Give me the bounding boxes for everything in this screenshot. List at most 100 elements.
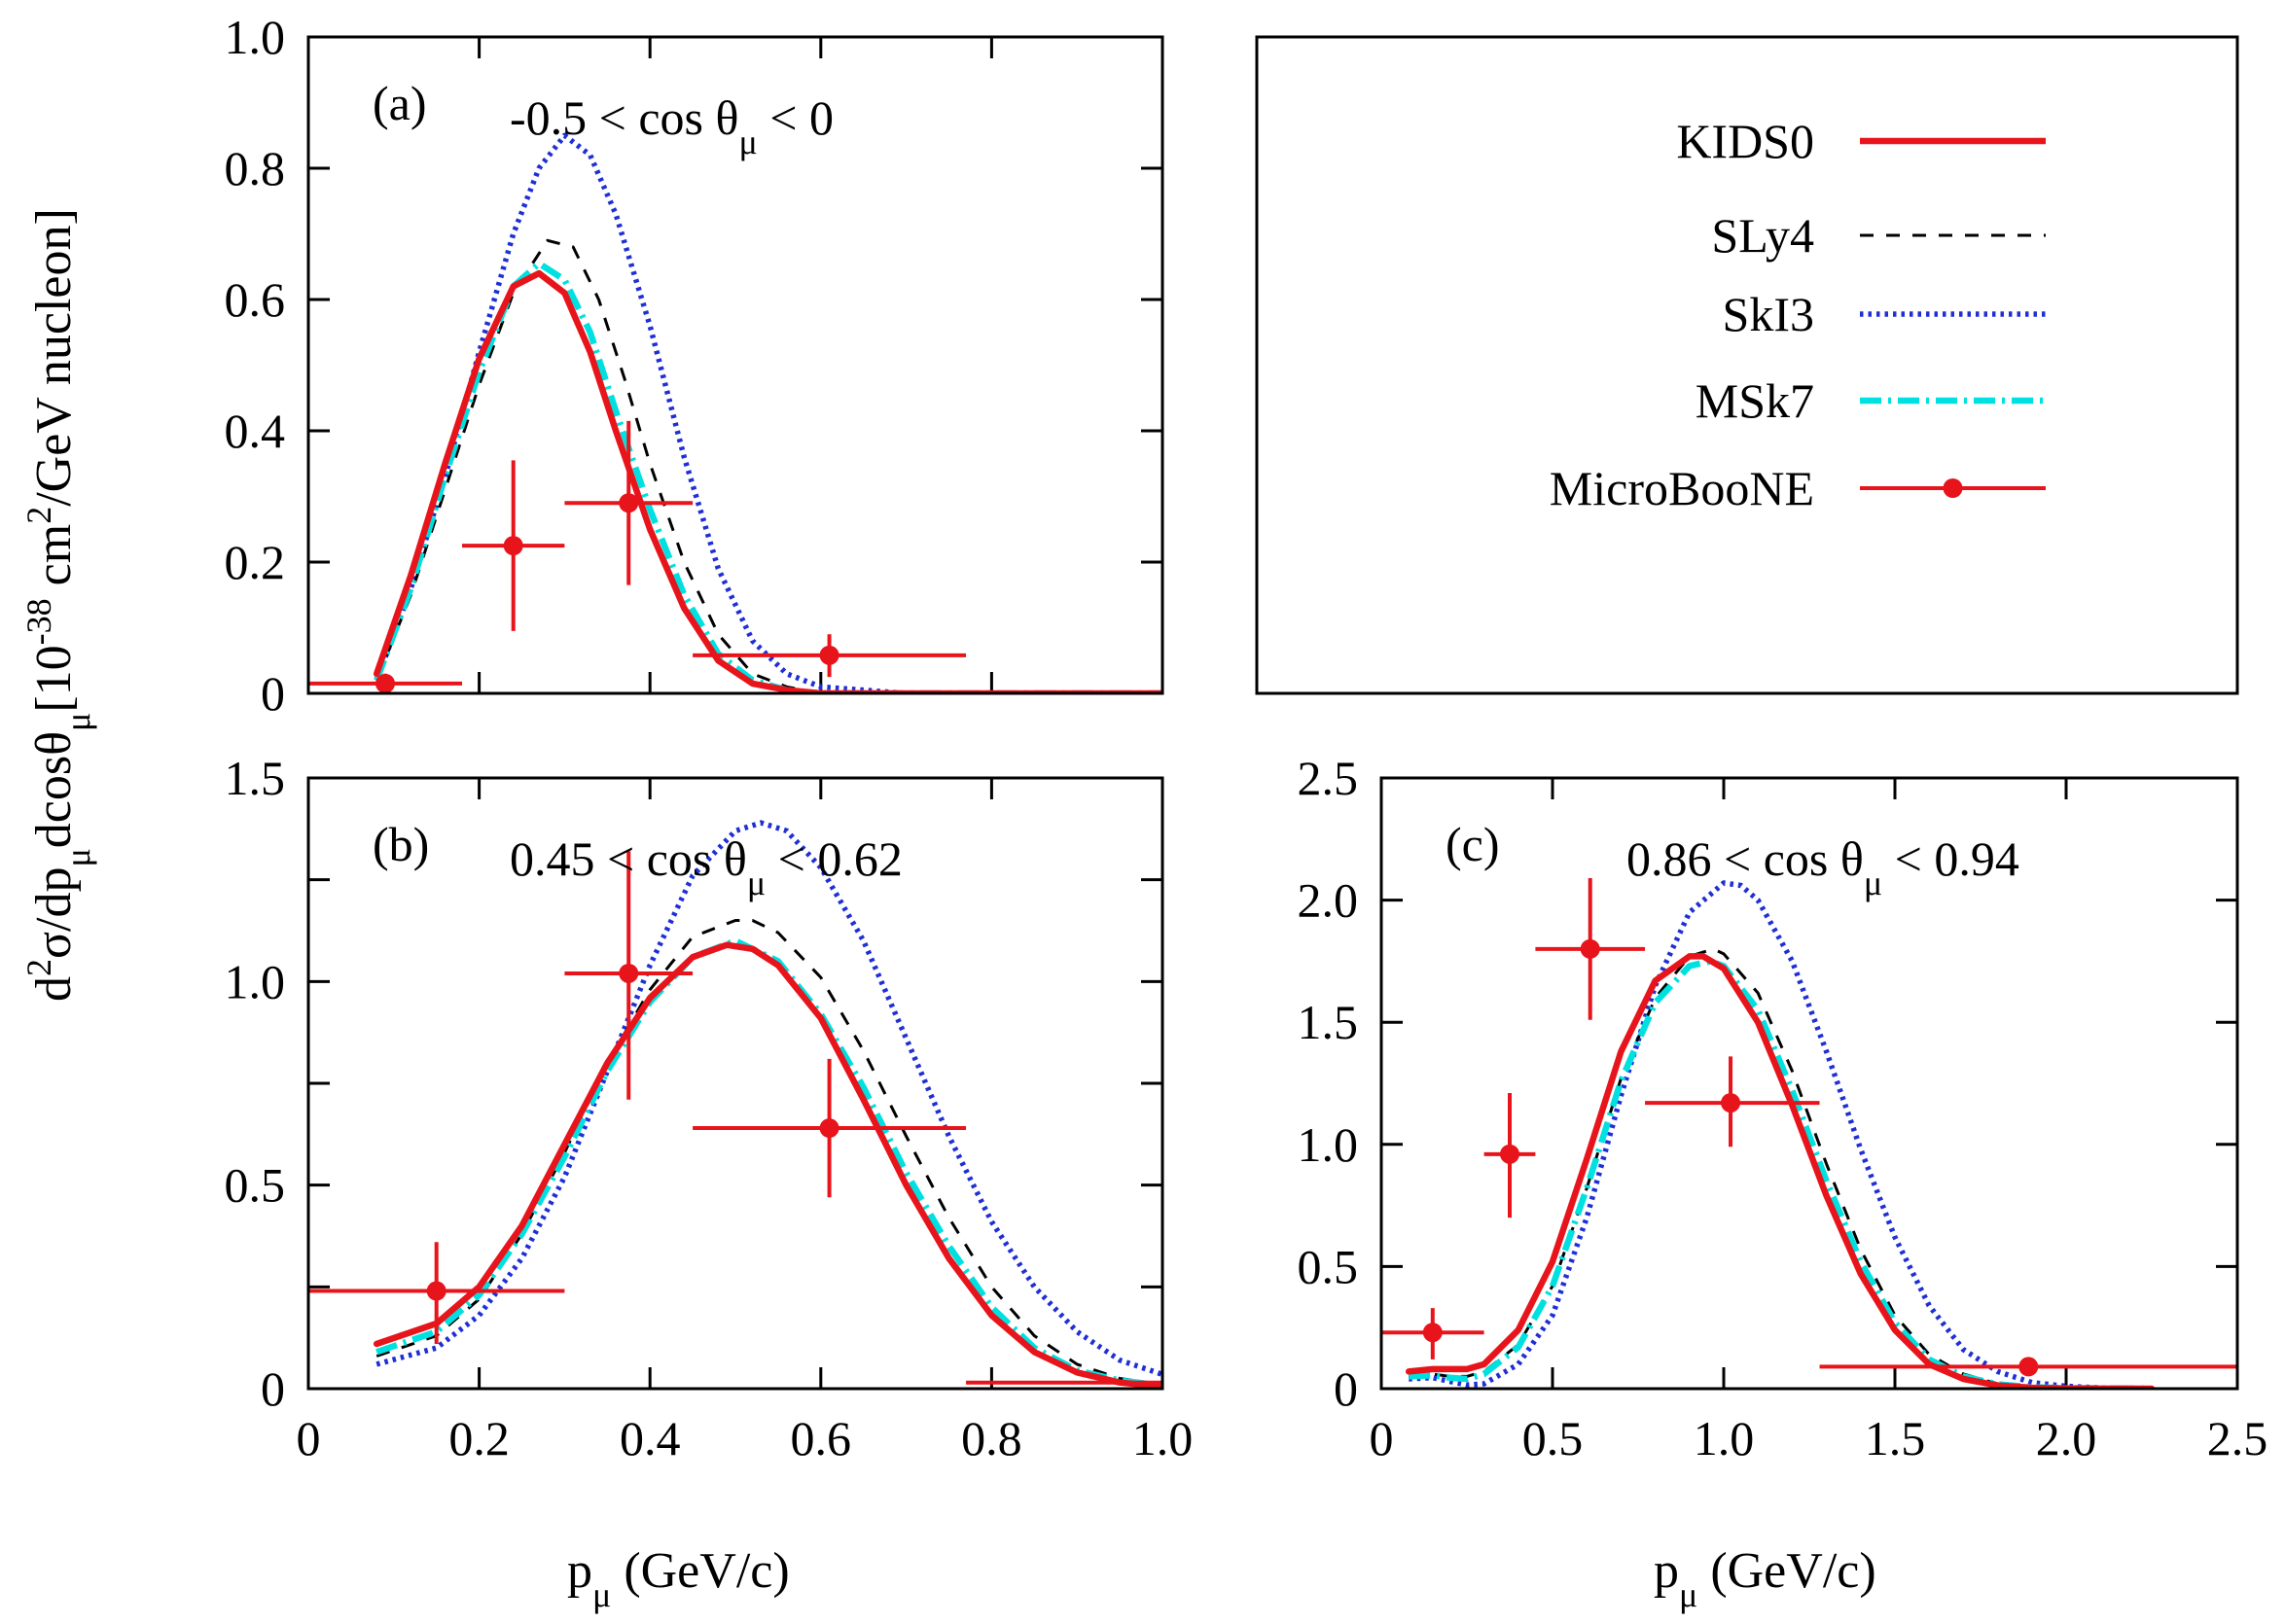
range-label-main-c: 0.86 < cos θ bbox=[1626, 831, 1864, 886]
legend-box bbox=[1255, 35, 2239, 695]
range-label-main-a: -0.5 < cos θ bbox=[510, 90, 738, 145]
data-point-c-1 bbox=[1500, 1144, 1519, 1164]
x-tick-label-c-3: 1.5 bbox=[1865, 1411, 1926, 1465]
panel-label-b: (b) bbox=[373, 817, 429, 871]
range-label-sub-a: μ bbox=[738, 123, 757, 161]
range-label-main-b: 0.45 < cos θ bbox=[510, 831, 747, 886]
panel-label-c: (c) bbox=[1446, 817, 1500, 871]
series-kids0-c bbox=[1405, 953, 2156, 1389]
xlabel-right-part-2: (GeV/c) bbox=[1697, 1543, 1875, 1599]
curves-a bbox=[373, 132, 1162, 693]
ylabel-part-1: 2 bbox=[19, 959, 58, 976]
ylabel-part-10: /GeV nucleon] bbox=[26, 208, 82, 507]
ylabel-part-4: dcosθ bbox=[26, 731, 82, 848]
ylabel-part-8: cm bbox=[26, 524, 82, 599]
data-point-c-3 bbox=[1721, 1093, 1741, 1113]
x-tick-label-c-1: 0.5 bbox=[1522, 1411, 1584, 1465]
panels: 00.20.40.60.81.0(a) -0.5 < cos θμ < 00 0.2… bbox=[225, 10, 2268, 1465]
range-label-end-b: < 0.62 bbox=[766, 831, 903, 886]
series-ski3-c bbox=[1409, 880, 2153, 1389]
series-sly4-a bbox=[375, 238, 1162, 693]
range-label-c: 0.86 < cos θμ < 0.94 bbox=[1626, 831, 2019, 902]
x-tick-label-c-0: 0 bbox=[1370, 1411, 1394, 1465]
xlabel-right-part-1: μ bbox=[1679, 1575, 1697, 1614]
y-tick-label-c-4: 2.0 bbox=[1298, 873, 1359, 928]
x-tick-label-b-5: 1.0 bbox=[1132, 1411, 1194, 1465]
data-point-b-0 bbox=[426, 1281, 446, 1301]
data-point-a-0 bbox=[375, 673, 396, 693]
xlabel-right-part-0: p bbox=[1654, 1543, 1679, 1599]
legend: KIDS0 SLy4 SkI3 MSk7 MicroBooNE bbox=[1255, 35, 2239, 695]
y-tick-label-a-0: 0 bbox=[261, 666, 285, 721]
data-point-c-2 bbox=[1580, 938, 1600, 959]
x-tick-label-b-4: 0.8 bbox=[961, 1411, 1022, 1465]
y-tick-label-c-2: 1.0 bbox=[1298, 1117, 1359, 1172]
series-sly4-b bbox=[375, 919, 1162, 1387]
data-point-a-1 bbox=[503, 536, 523, 556]
panel-c: 0 0.5 1.0 1.5 2.0 2.5 0 0.5 1.0 1.5 2.0 2.5 (c) 0.86 … bbox=[1298, 751, 2268, 1465]
range-label-end-a: < 0 bbox=[758, 90, 834, 145]
y-tick-label-a-1: 0.2 bbox=[225, 535, 286, 589]
x-tick-label-b-1: 0.2 bbox=[448, 1411, 510, 1465]
data-point-c-0 bbox=[1422, 1323, 1443, 1343]
legend-label-kids0: KIDS0 bbox=[1676, 114, 1814, 168]
y-tick-label-c-5: 2.5 bbox=[1298, 751, 1359, 805]
data-point-a-3 bbox=[819, 645, 839, 665]
series-ski3-a bbox=[374, 132, 1162, 693]
y-tick-label-c-0: 0 bbox=[1334, 1361, 1358, 1416]
ylabel-part-7: -38 bbox=[19, 598, 58, 645]
legend-marker-microboone bbox=[1943, 478, 1963, 498]
range-label-b: 0.45 < cos θμ < 0.62 bbox=[510, 831, 903, 902]
curves-b bbox=[373, 820, 1162, 1389]
curves-c bbox=[1405, 880, 2156, 1389]
x-axis-title-left: pμ (GeV/c) bbox=[567, 1543, 790, 1614]
range-label-sub-b: μ bbox=[747, 864, 766, 902]
y-tick-label-a-3: 0.6 bbox=[225, 272, 286, 327]
range-label-sub-c: μ bbox=[1864, 864, 1882, 902]
legend-label-sly4: SLy4 bbox=[1711, 208, 1814, 263]
x-tick-label-c-4: 2.0 bbox=[2036, 1411, 2097, 1465]
data-point-c-4 bbox=[2018, 1357, 2039, 1377]
y-tick-label-c-1: 0.5 bbox=[1298, 1239, 1359, 1293]
series-kids0-a bbox=[373, 269, 1162, 693]
y-tick-label-b-3: 1.5 bbox=[225, 751, 286, 805]
y-tick-label-a-2: 0.4 bbox=[225, 404, 286, 458]
y-tick-label-b-2: 1.0 bbox=[225, 954, 286, 1008]
y-tick-label-b-1: 0.5 bbox=[225, 1158, 286, 1213]
ylabel-part-2: σ/dp bbox=[26, 867, 82, 959]
x-tick-label-b-2: 0.4 bbox=[620, 1411, 681, 1465]
legend-label-ski3: SkI3 bbox=[1723, 287, 1814, 341]
microboone-data-a bbox=[308, 420, 967, 693]
plot-frame-c bbox=[1379, 776, 2239, 1391]
x-tick-label-c-5: 2.5 bbox=[2207, 1411, 2268, 1465]
xlabel-left-part-2: (GeV/c) bbox=[611, 1543, 789, 1599]
xlabel-left-part-0: p bbox=[567, 1543, 592, 1599]
panel-a: 0 0.2 0.4 0.6 0.8 1.0 (a) -0.5 < cos θμ < 0 bbox=[225, 10, 1164, 721]
panel-b: 0 0.2 0.4 0.6 0.8 1.0 0 0.5 1.0 1.5 (b) 0.45 < cos … bbox=[225, 751, 1194, 1465]
y-tick-label-b-0: 0 bbox=[261, 1361, 285, 1416]
panel-label-a: (a) bbox=[373, 76, 427, 130]
y-axis-title: d2σ/dpμdcosθμ[10-38 cm2/GeV nucleon] bbox=[19, 208, 97, 1002]
ylabel-part-6: [10 bbox=[26, 645, 82, 712]
range-label-end-c: < 0.94 bbox=[1882, 831, 2019, 886]
x-tick-label-b-0: 0 bbox=[297, 1411, 321, 1465]
x-tick-label-c-2: 1.0 bbox=[1694, 1411, 1755, 1465]
series-msk7-b bbox=[375, 937, 1162, 1389]
plot-frame-a bbox=[306, 35, 1164, 695]
y-tick-label-a-5: 1.0 bbox=[225, 10, 286, 64]
series-kids0-b bbox=[373, 941, 1162, 1389]
ylabel-part-0: d bbox=[26, 976, 82, 1002]
y-tick-label-a-4: 0.8 bbox=[225, 141, 286, 195]
ylabel-part-5: μ bbox=[58, 713, 97, 731]
legend-label-msk7: MSk7 bbox=[1696, 373, 1814, 428]
xlabel-left-part-1: μ bbox=[592, 1575, 611, 1614]
x-tick-label-b-3: 0.6 bbox=[791, 1411, 852, 1465]
range-label-a: -0.5 < cos θμ < 0 bbox=[510, 90, 834, 161]
legend-label-microboone: MicroBooNE bbox=[1550, 461, 1814, 515]
plot-frame-b bbox=[306, 776, 1164, 1391]
ylabel-part-3: μ bbox=[58, 848, 97, 866]
y-tick-label-c-3: 1.5 bbox=[1298, 995, 1359, 1049]
microboone-data-c bbox=[1381, 877, 2237, 1377]
ylabel-part-9: 2 bbox=[19, 507, 58, 524]
